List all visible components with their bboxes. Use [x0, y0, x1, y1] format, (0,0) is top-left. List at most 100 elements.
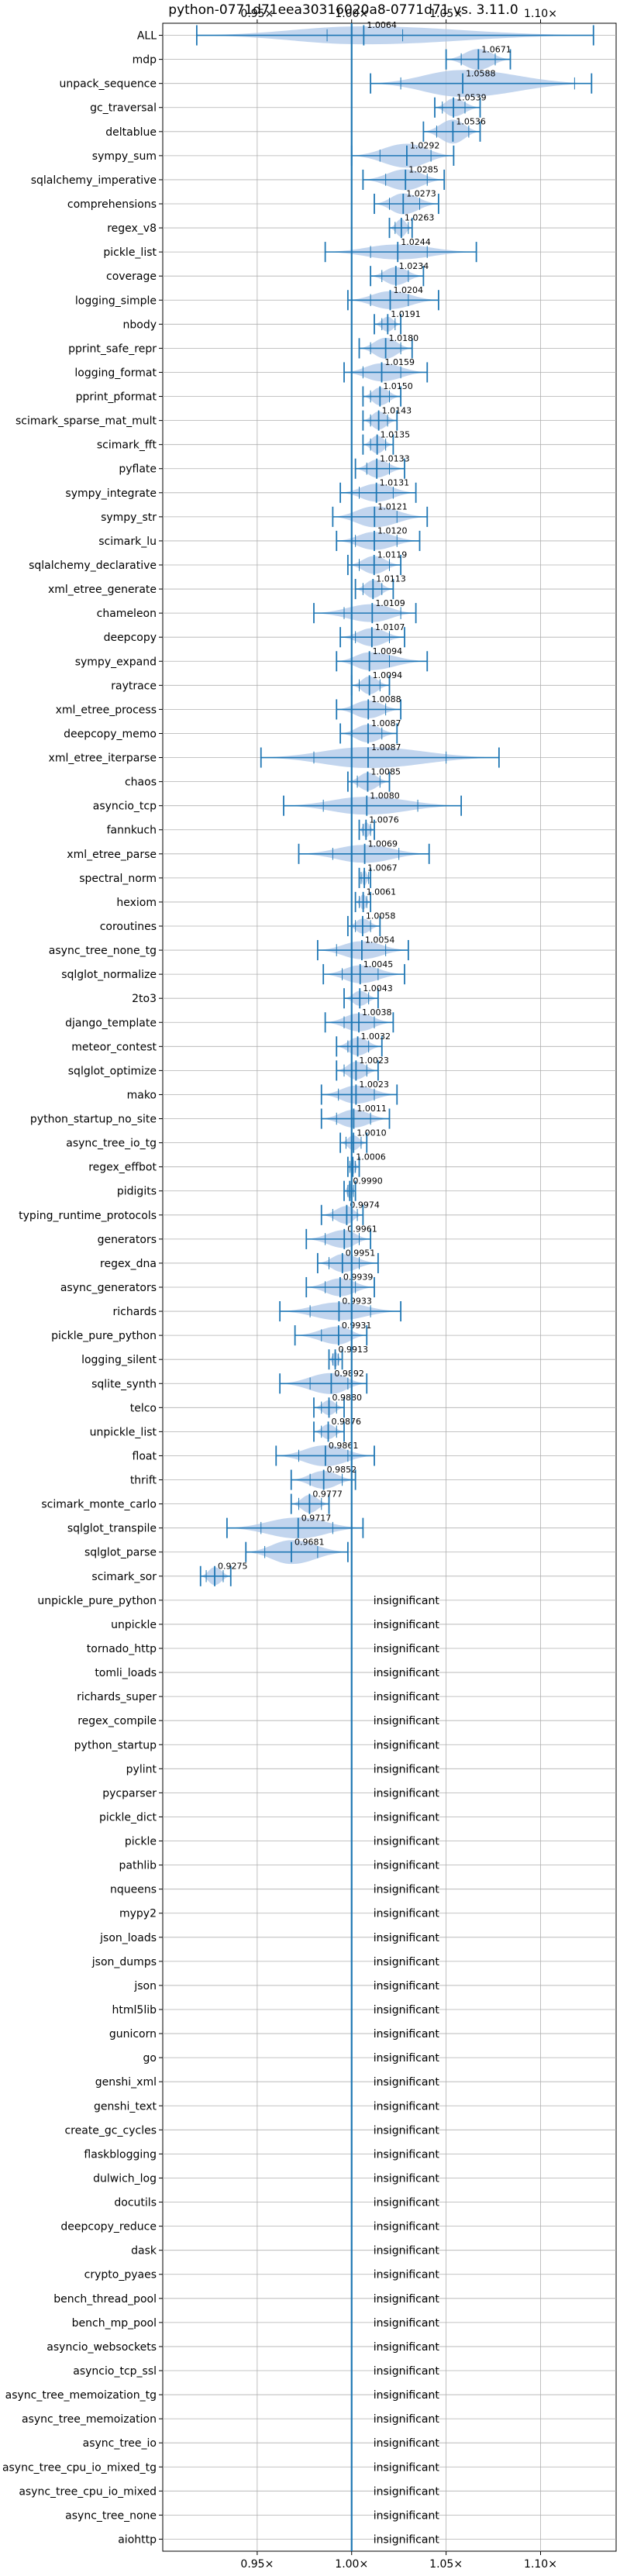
insignificant-label: insignificant — [374, 2509, 440, 2522]
benchmark-label: unpickle — [111, 1619, 157, 1631]
benchmark-label: xml_etree_parse — [67, 849, 157, 861]
insignificant-label: insignificant — [374, 1763, 440, 1775]
insignificant-label: insignificant — [374, 2052, 440, 2065]
benchmark-label: mypy2 — [119, 1908, 157, 1920]
insignificant-label: insignificant — [374, 2389, 440, 2402]
benchmark-label: docutils — [114, 2197, 157, 2209]
benchmark-label: sympy_str — [101, 511, 157, 524]
benchmark-label: django_template — [65, 1017, 157, 1029]
mean-value-label: 1.0043 — [363, 983, 393, 994]
benchmark-label: async_tree_io — [83, 2437, 157, 2450]
benchmark-label: gunicorn — [109, 2028, 157, 2040]
mean-value-label: 1.0088 — [371, 694, 401, 704]
benchmark-label: crypto_pyaes — [84, 2269, 157, 2282]
insignificant-label: insignificant — [374, 2341, 440, 2354]
mean-value-label: 1.0671 — [481, 44, 512, 54]
mean-value-label: 1.0150 — [383, 381, 413, 391]
insignificant-label: insignificant — [374, 1860, 440, 1872]
benchmark-label: richards_super — [77, 1691, 157, 1703]
mean-value-label: 0.9939 — [343, 1273, 374, 1283]
benchmark-label: xml_etree_generate — [48, 584, 157, 596]
mean-value-label: 1.0244 — [401, 237, 431, 247]
benchmark-label: pickle_dict — [99, 1811, 157, 1824]
benchmark-label: fannkuch — [107, 825, 157, 837]
benchmark-label: nqueens — [110, 1884, 157, 1896]
mean-value-label: 1.0087 — [371, 742, 401, 752]
mean-value-label: 0.9974 — [350, 1200, 380, 1210]
benchmark-label: python_startup_no_site — [30, 1114, 157, 1126]
benchmark-label: pyflate — [119, 463, 157, 476]
benchmark-label: coroutines — [100, 921, 157, 933]
insignificant-label: insignificant — [374, 2365, 440, 2378]
mean-value-label: 1.0263 — [405, 213, 435, 223]
mean-value-label: 1.0234 — [399, 261, 429, 271]
benchmark-label: thrift — [130, 1475, 157, 1487]
insignificant-label: insignificant — [374, 1787, 440, 1799]
mean-value-label: 0.9990 — [353, 1176, 383, 1186]
x-tick-label-top: 1.05× — [429, 8, 463, 20]
mean-value-label: 1.0120 — [377, 526, 408, 536]
insignificant-label: insignificant — [374, 1715, 440, 1727]
benchmark-label: dulwich_log — [93, 2172, 157, 2185]
insignificant-label: insignificant — [374, 2197, 440, 2209]
x-tick-label-bottom: 0.95× — [240, 2558, 274, 2571]
insignificant-label: insignificant — [374, 1884, 440, 1896]
mean-value-label: 1.0204 — [393, 285, 422, 295]
benchmark-label: spectral_norm — [79, 873, 157, 885]
mean-value-label: 1.0119 — [377, 550, 407, 560]
benchmark-label: pidigits — [117, 1186, 157, 1198]
benchmark-label: sqlalchemy_imperative — [31, 174, 157, 187]
benchmark-label: json — [133, 1980, 157, 1992]
mean-value-label: 1.0180 — [389, 333, 419, 343]
benchmark-label: pathlib — [119, 1860, 157, 1872]
benchmark-label: hexiom — [116, 897, 157, 909]
benchmark-label: go — [143, 2052, 157, 2065]
mean-value-label: 0.9951 — [346, 1248, 376, 1259]
insignificant-label: insignificant — [374, 2172, 440, 2185]
mean-value-label: 1.0536 — [456, 116, 486, 126]
insignificant-label: insignificant — [374, 2485, 440, 2498]
insignificant-label: insignificant — [374, 2028, 440, 2040]
mean-value-label: 0.9861 — [329, 1441, 359, 1451]
benchmark-label: unpack_sequence — [60, 78, 157, 91]
benchmark-label: chameleon — [97, 608, 157, 620]
insignificant-label: insignificant — [374, 2437, 440, 2450]
benchmark-label: unpickle_pure_python — [37, 1595, 157, 1607]
benchmark-label: xml_etree_process — [56, 704, 157, 716]
mean-value-label: 1.0006 — [356, 1152, 386, 1162]
mean-value-label: 1.0010 — [356, 1128, 387, 1138]
benchmark-label: regex_v8 — [107, 222, 157, 235]
mean-value-label: 1.0023 — [359, 1080, 389, 1090]
benchmark-label: pycparser — [102, 1787, 157, 1799]
benchmark-label: scimark_fft — [97, 439, 157, 452]
insignificant-label: insignificant — [374, 1932, 440, 1944]
insignificant-label: insignificant — [374, 2461, 440, 2474]
benchmark-label: typing_runtime_protocols — [19, 1210, 157, 1222]
mean-value-label: 1.0159 — [385, 357, 415, 367]
benchmark-label: meteor_contest — [71, 1041, 157, 1053]
benchmark-label: python_startup — [74, 1739, 157, 1751]
mean-value-label: 0.9777 — [312, 1489, 343, 1499]
benchmark-label: flaskblogging — [84, 2148, 157, 2161]
insignificant-label: insignificant — [374, 2317, 440, 2330]
benchmark-label: logging_simple — [75, 294, 157, 307]
benchmark-label: html5lib — [112, 2004, 157, 2016]
insignificant-label: insignificant — [374, 1619, 440, 1631]
benchmark-label: logging_format — [74, 367, 157, 379]
benchmark-label: mdp — [133, 54, 157, 67]
benchmark-label: unpickle_list — [90, 1426, 157, 1438]
mean-value-label: 0.9913 — [339, 1345, 369, 1355]
benchmark-label: asyncio_websockets — [46, 2341, 157, 2354]
insignificant-label: insignificant — [374, 2124, 440, 2137]
benchmark-label: pickle_pure_python — [51, 1330, 157, 1342]
benchmark-label: pylint — [126, 1763, 157, 1775]
insignificant-label: insignificant — [374, 2004, 440, 2016]
benchmark-label: async_tree_none — [65, 2509, 157, 2522]
benchmark-label: sqlglot_parse — [84, 1547, 157, 1559]
mean-value-label: 1.0045 — [363, 959, 394, 969]
benchmark-label: json_dumps — [91, 1956, 157, 1968]
mean-value-label: 1.0067 — [367, 863, 398, 873]
insignificant-label: insignificant — [374, 2293, 440, 2306]
